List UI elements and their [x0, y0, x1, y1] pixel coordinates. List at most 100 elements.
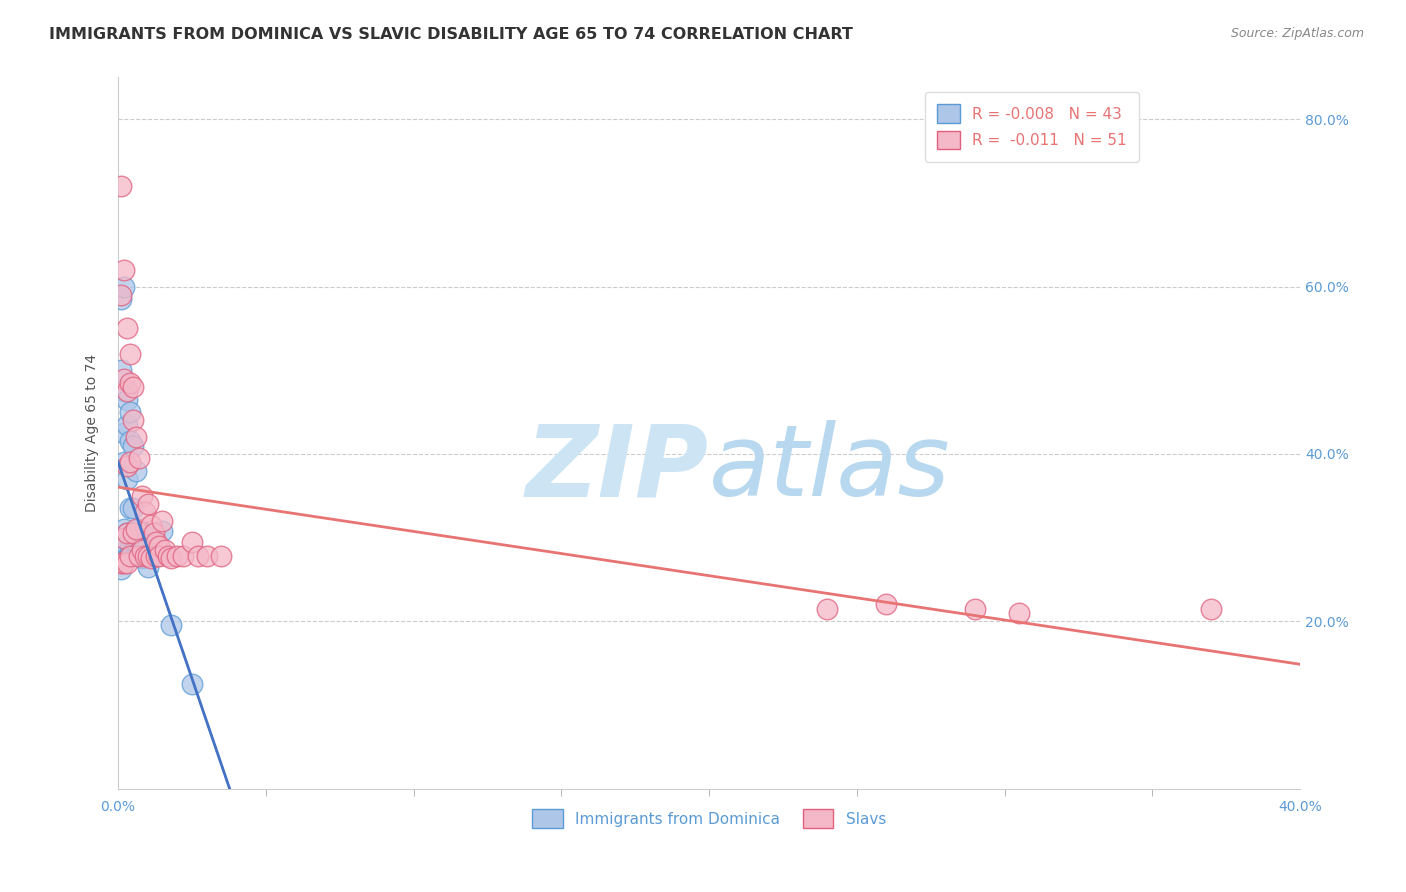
Point	[112, 522, 135, 536]
Point	[125, 549, 148, 563]
Point	[110, 562, 132, 576]
Point	[136, 549, 159, 563]
Point	[131, 526, 153, 541]
Point	[136, 559, 159, 574]
Point	[134, 506, 156, 520]
Point	[142, 547, 165, 561]
Point	[875, 598, 897, 612]
Point	[112, 534, 135, 549]
Point	[125, 522, 148, 536]
Point	[128, 522, 150, 536]
Text: atlas: atlas	[709, 420, 950, 517]
Text: ZIP: ZIP	[526, 420, 709, 517]
Point	[1008, 606, 1031, 620]
Point	[131, 551, 153, 566]
Point	[112, 455, 135, 469]
Point	[110, 556, 132, 570]
Point	[118, 376, 141, 390]
Point	[131, 489, 153, 503]
Point	[118, 346, 141, 360]
Point	[136, 497, 159, 511]
Point	[128, 543, 150, 558]
Point	[150, 524, 173, 538]
Point	[110, 534, 132, 549]
Point	[166, 549, 188, 563]
Point	[110, 363, 132, 377]
Point	[121, 526, 143, 541]
Point	[157, 549, 180, 563]
Point	[121, 438, 143, 452]
Point	[110, 288, 132, 302]
Point	[115, 526, 138, 541]
Point	[195, 549, 218, 563]
Point	[115, 526, 138, 541]
Point	[150, 514, 173, 528]
Point	[118, 405, 141, 419]
Y-axis label: Disability Age 65 to 74: Disability Age 65 to 74	[86, 354, 100, 512]
Point	[148, 539, 170, 553]
Point	[181, 534, 204, 549]
Point	[118, 501, 141, 516]
Point	[211, 549, 233, 563]
Point	[128, 549, 150, 563]
Point	[112, 531, 135, 545]
Point	[125, 464, 148, 478]
Point	[125, 430, 148, 444]
Point	[118, 434, 141, 449]
Point	[118, 549, 141, 563]
Point	[112, 384, 135, 399]
Point	[115, 556, 138, 570]
Point	[155, 543, 177, 558]
Point	[963, 601, 986, 615]
Point	[115, 384, 138, 399]
Point	[110, 554, 132, 568]
Point	[139, 551, 162, 566]
Point	[139, 549, 162, 563]
Point	[136, 547, 159, 561]
Point	[134, 549, 156, 563]
Point	[128, 451, 150, 466]
Point	[181, 677, 204, 691]
Point	[115, 417, 138, 432]
Point	[112, 263, 135, 277]
Point	[121, 501, 143, 516]
Point	[142, 526, 165, 541]
Point	[112, 371, 135, 385]
Point	[118, 549, 141, 563]
Point	[815, 601, 838, 615]
Point	[110, 179, 132, 194]
Point	[110, 292, 132, 306]
Point	[145, 549, 167, 563]
Text: IMMIGRANTS FROM DOMINICA VS SLAVIC DISABILITY AGE 65 TO 74 CORRELATION CHART: IMMIGRANTS FROM DOMINICA VS SLAVIC DISAB…	[49, 27, 853, 42]
Point	[115, 459, 138, 474]
Point	[118, 539, 141, 553]
Point	[160, 551, 183, 566]
Point	[115, 321, 138, 335]
Point	[112, 556, 135, 570]
Point	[148, 549, 170, 563]
Point	[187, 549, 209, 563]
Point	[115, 392, 138, 407]
Point	[115, 551, 138, 566]
Point	[139, 518, 162, 533]
Point	[145, 534, 167, 549]
Point	[121, 546, 143, 560]
Point	[112, 551, 135, 566]
Point	[115, 539, 138, 553]
Point	[134, 534, 156, 549]
Point	[131, 543, 153, 558]
Point	[121, 380, 143, 394]
Point	[118, 455, 141, 469]
Legend: Immigrants from Dominica, Slavs: Immigrants from Dominica, Slavs	[526, 804, 891, 834]
Point	[1201, 601, 1223, 615]
Point	[160, 618, 183, 632]
Text: Source: ZipAtlas.com: Source: ZipAtlas.com	[1230, 27, 1364, 40]
Point	[115, 472, 138, 486]
Point	[121, 534, 143, 549]
Point	[125, 539, 148, 553]
Point	[112, 279, 135, 293]
Point	[110, 546, 132, 560]
Point	[172, 549, 194, 563]
Point	[121, 413, 143, 427]
Point	[112, 425, 135, 440]
